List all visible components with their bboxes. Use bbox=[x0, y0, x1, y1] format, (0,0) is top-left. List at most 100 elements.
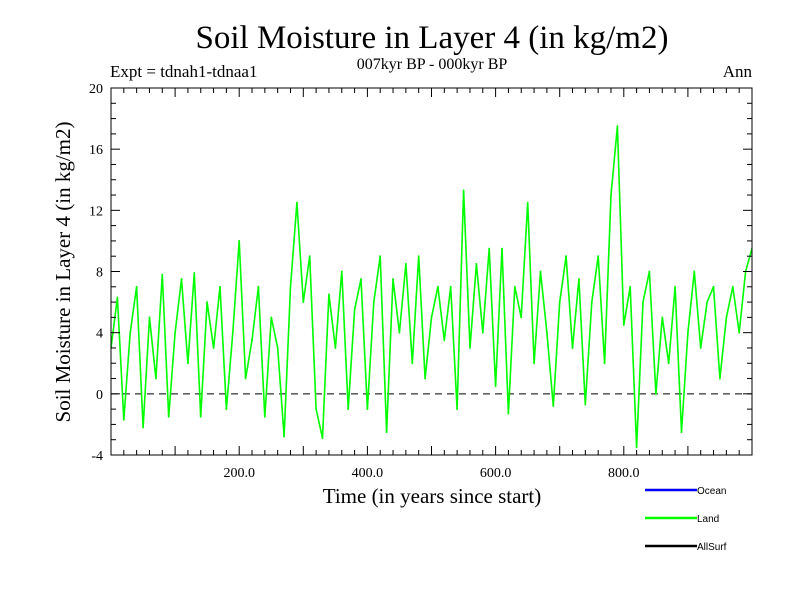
data-point bbox=[738, 331, 741, 334]
y-tick-label: -4 bbox=[91, 449, 103, 464]
data-point bbox=[199, 415, 202, 418]
data-point bbox=[590, 301, 593, 303]
data-point bbox=[693, 270, 696, 273]
x-tick-labels: 200.0 400.0 600.0 800.0 bbox=[223, 466, 639, 481]
data-point bbox=[629, 285, 632, 288]
data-point bbox=[225, 408, 228, 410]
data-point bbox=[437, 285, 439, 288]
legend: Ocean Land AllSurf bbox=[645, 486, 727, 553]
y-tick-label: 20 bbox=[89, 82, 103, 97]
x-tick-label: 200.0 bbox=[223, 466, 255, 481]
y-tick-label: 4 bbox=[96, 327, 103, 342]
data-point bbox=[366, 408, 369, 410]
data-point bbox=[289, 285, 292, 288]
data-point bbox=[135, 285, 138, 288]
data-point bbox=[526, 201, 529, 204]
data-point bbox=[148, 316, 151, 319]
data-point bbox=[513, 285, 516, 288]
data-point bbox=[571, 347, 574, 349]
data-point bbox=[283, 435, 285, 438]
data-point bbox=[219, 285, 221, 288]
y-tick-label: 12 bbox=[89, 204, 103, 219]
data-point bbox=[302, 301, 305, 303]
data-point bbox=[155, 377, 157, 380]
x-tick-label: 800.0 bbox=[608, 466, 640, 481]
data-point bbox=[635, 446, 638, 449]
data-point bbox=[469, 347, 471, 349]
x-tick-label: 400.0 bbox=[352, 466, 384, 481]
data-point bbox=[475, 263, 478, 265]
data-point bbox=[180, 278, 183, 280]
data-point bbox=[372, 301, 375, 303]
y-tick-labels: -4 0 4 8 12 16 20 bbox=[89, 82, 103, 464]
data-point bbox=[424, 377, 426, 380]
data-point bbox=[315, 408, 317, 410]
data-point bbox=[674, 285, 676, 288]
data-point bbox=[257, 285, 260, 288]
data-point bbox=[687, 331, 689, 334]
data-point bbox=[244, 377, 247, 380]
chart-subtitle: 007kyr BP - 000kyr BP bbox=[357, 56, 508, 73]
series-land bbox=[111, 125, 752, 449]
data-point bbox=[456, 408, 458, 410]
data-point bbox=[648, 270, 651, 273]
data-point bbox=[539, 270, 542, 273]
data-point bbox=[193, 272, 196, 274]
data-point bbox=[642, 301, 644, 303]
data-point bbox=[706, 301, 708, 303]
experiment-label: Expt = tdnah1-tdnaa1 bbox=[110, 62, 257, 81]
data-point bbox=[443, 339, 446, 342]
data-point bbox=[411, 362, 414, 365]
data-point bbox=[501, 247, 503, 250]
y-tick-label: 0 bbox=[96, 388, 103, 403]
data-point bbox=[161, 273, 164, 276]
data-point bbox=[206, 301, 209, 303]
data-point bbox=[392, 278, 394, 280]
data-point bbox=[430, 316, 433, 319]
data-point bbox=[398, 331, 401, 334]
series-layer bbox=[111, 125, 752, 449]
data-point bbox=[347, 408, 350, 410]
data-point bbox=[385, 431, 388, 433]
data-point bbox=[353, 308, 356, 311]
data-point bbox=[174, 331, 177, 334]
legend-label-ocean: Ocean bbox=[697, 486, 726, 497]
data-point bbox=[565, 255, 567, 258]
data-point bbox=[712, 285, 715, 288]
data-point bbox=[238, 240, 241, 242]
data-point bbox=[263, 415, 266, 418]
data-point bbox=[296, 201, 298, 204]
chart-title: Soil Moisture in Layer 4 (in kg/m2) bbox=[196, 20, 669, 56]
data-point bbox=[546, 331, 548, 334]
data-point bbox=[558, 301, 561, 303]
data-point bbox=[578, 278, 580, 280]
data-point bbox=[610, 194, 612, 196]
data-point bbox=[379, 255, 382, 258]
data-point bbox=[270, 316, 273, 319]
data-point bbox=[129, 331, 132, 334]
data-point bbox=[725, 316, 728, 319]
data-point bbox=[187, 362, 189, 365]
data-point bbox=[597, 255, 600, 258]
data-point bbox=[616, 125, 619, 128]
data-point bbox=[507, 412, 510, 415]
y-axis-label: Soil Moisture in Layer 4 (in kg/m2) bbox=[51, 122, 75, 423]
data-point bbox=[417, 255, 420, 258]
data-point bbox=[340, 270, 343, 273]
data-point bbox=[699, 347, 702, 349]
data-point bbox=[212, 347, 215, 349]
axis-ticks bbox=[111, 87, 752, 456]
legend-label-allsurf: AllSurf bbox=[697, 542, 727, 553]
data-point bbox=[533, 362, 535, 365]
data-point bbox=[328, 293, 330, 296]
data-point bbox=[488, 247, 491, 250]
y-tick-label: 16 bbox=[89, 143, 103, 158]
data-point bbox=[405, 263, 407, 265]
data-point bbox=[622, 324, 625, 326]
data-point bbox=[494, 385, 497, 388]
data-point bbox=[276, 347, 279, 349]
data-point bbox=[251, 339, 253, 342]
data-point bbox=[552, 405, 555, 407]
data-point bbox=[321, 437, 324, 440]
